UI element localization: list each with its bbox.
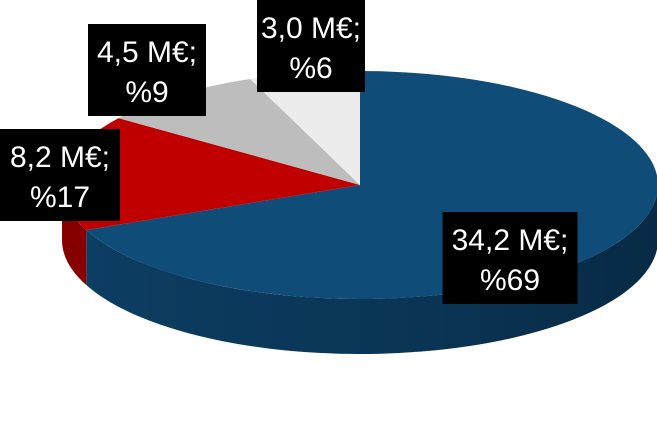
pie-labels-layer: 34,2 M€; %69 8,2 M€; %17 4,5 M€; %9 3,0 M€; %6 [0, 0, 578, 304]
pie-slice-1 [61, 118, 360, 231]
data-label-box [88, 24, 206, 116]
data-label-2: 4,5 M€; %9 [88, 24, 206, 116]
data-label-1: 8,2 M€; %17 [0, 129, 120, 221]
data-label-box [257, 0, 365, 92]
data-label-value: 34,2 M€; [452, 224, 569, 257]
pie-slice-side-0 [86, 193, 657, 354]
data-label-box [0, 129, 120, 221]
data-label-value: 8,2 M€; [10, 141, 110, 174]
pie-slice-3 [250, 71, 360, 185]
data-label-percent: %9 [125, 76, 168, 109]
data-label-percent: %6 [289, 52, 332, 85]
data-label-value: 3,0 M€; [261, 12, 361, 45]
data-label-percent: %17 [30, 181, 90, 214]
data-label-value: 4,5 M€; [97, 36, 197, 69]
data-label-box [442, 212, 578, 304]
data-label-3: 3,0 M€; %6 [257, 0, 365, 92]
data-label-0: 34,2 M€; %69 [442, 212, 578, 304]
data-label-percent: %69 [480, 264, 540, 297]
